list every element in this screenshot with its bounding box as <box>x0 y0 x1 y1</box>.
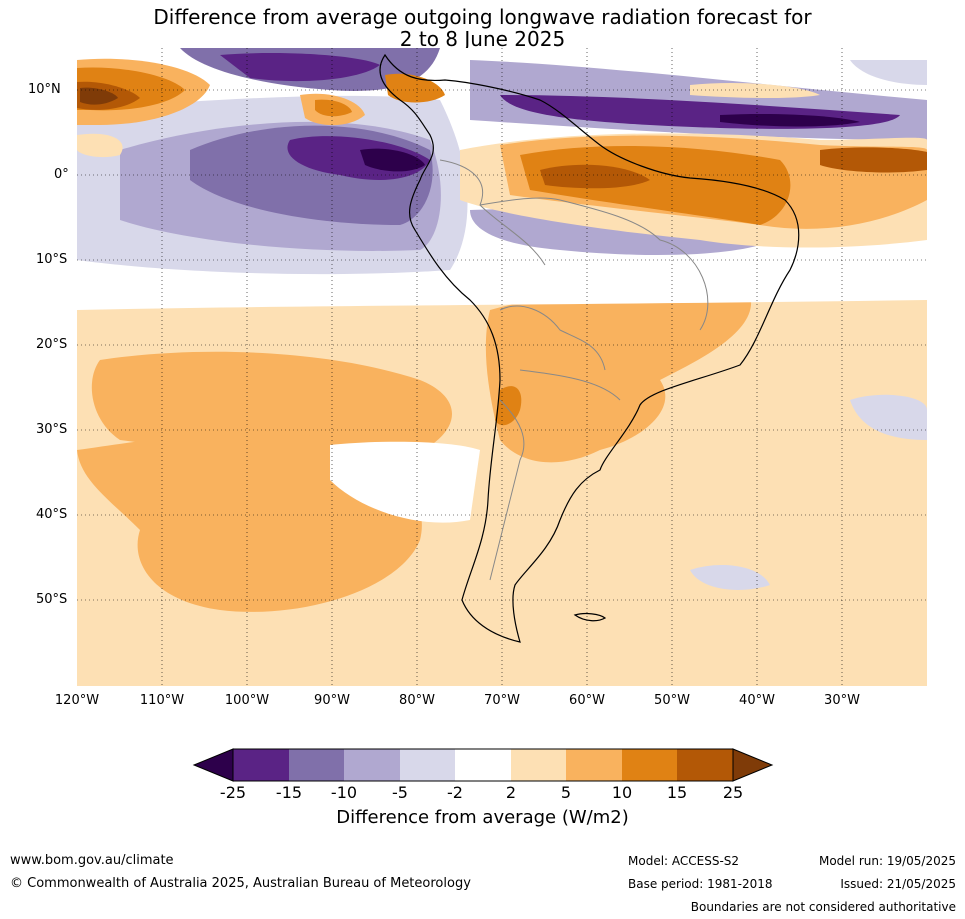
colorbar-tick: -25 <box>219 783 247 802</box>
colorbar-segment <box>677 749 733 781</box>
lat-label: 20°S <box>36 337 68 352</box>
lon-label: 50°W <box>654 693 690 708</box>
lon-label: 80°W <box>399 693 435 708</box>
colorbar-tick: 2 <box>505 783 517 802</box>
website-text: www.bom.gov.au/climate <box>10 853 174 868</box>
lon-label: 120°W <box>54 693 100 708</box>
colorbar-tick: 10 <box>611 783 633 802</box>
colorbar-segment <box>400 749 455 781</box>
map-title-line-2: 2 to 8 June 2025 <box>399 27 566 51</box>
lat-label: 10°N <box>28 82 61 97</box>
disclaimer-text: Boundaries are not considered authoritat… <box>690 900 956 914</box>
colorbar-segment <box>622 749 677 781</box>
colorbar-tick: -15 <box>275 783 303 802</box>
colorbar-tick: -2 <box>447 783 463 802</box>
colorbar-segment <box>233 749 289 781</box>
lat-label: 50°S <box>36 592 68 607</box>
colorbar-title: Difference from average (W/m2) <box>336 807 629 828</box>
colorbar <box>192 748 774 782</box>
lon-label: 90°W <box>314 693 350 708</box>
colorbar-tick: -5 <box>392 783 408 802</box>
colorbar-tick: -10 <box>330 783 358 802</box>
lat-label: 0° <box>54 167 69 182</box>
lon-label: 100°W <box>224 693 270 708</box>
model-run-text: Model run: 19/05/2025 <box>818 854 956 868</box>
lon-label: 40°W <box>739 693 775 708</box>
lat-label: 10°S <box>36 252 68 267</box>
colorbar-over-arrow <box>732 748 774 782</box>
colorbar-segment <box>511 749 566 781</box>
base-period-text: Base period: 1981-2018 <box>628 877 773 891</box>
colorbar-tick: 25 <box>722 783 744 802</box>
lon-label: 60°W <box>569 693 605 708</box>
country-boundaries <box>439 159 709 581</box>
colorbar-segment <box>289 749 344 781</box>
model-text: Model: ACCESS-S2 <box>628 854 740 868</box>
graticule <box>77 48 927 686</box>
lon-label: 30°W <box>824 693 860 708</box>
colorbar-under-arrow <box>192 748 234 782</box>
lon-label: 110°W <box>139 693 185 708</box>
lon-label: 70°W <box>484 693 520 708</box>
anomaly-field <box>77 48 927 686</box>
issued-text: Issued: 21/05/2025 <box>840 877 956 891</box>
colorbar-segment <box>566 749 622 781</box>
colorbar-segment <box>455 749 511 781</box>
colorbar-tick: 15 <box>666 783 688 802</box>
map-title-line-1: Difference from average outgoing longwav… <box>153 5 812 29</box>
lat-label: 40°S <box>36 507 68 522</box>
coastline <box>379 53 800 643</box>
copyright-text: © Commonwealth of Australia 2025, Austra… <box>10 876 471 891</box>
colorbar-segment <box>344 749 400 781</box>
colorbar-tick: 5 <box>560 783 572 802</box>
lat-label: 30°S <box>36 422 68 437</box>
